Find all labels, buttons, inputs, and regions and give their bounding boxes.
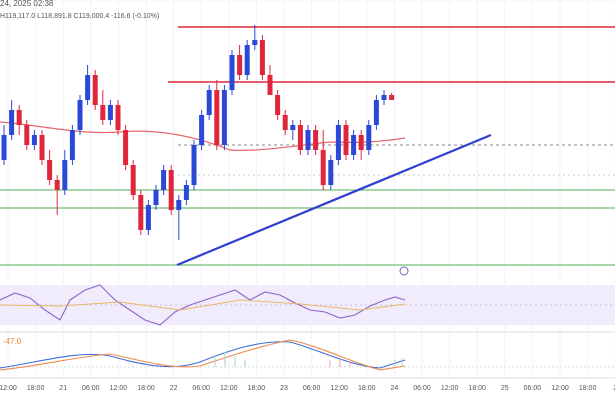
candle-body	[305, 130, 311, 150]
candle-body	[221, 90, 227, 145]
x-tick-label: 18:00	[579, 385, 597, 392]
x-tick-label: 22	[170, 385, 178, 392]
x-tick-label: 06:00	[192, 385, 210, 392]
candle-body	[183, 185, 189, 200]
candle-body	[267, 75, 273, 95]
candle-body	[130, 165, 136, 195]
x-axis: 12:00 18:00 21 06:00 12:00 18:00 22 06:00 12:00 1…	[0, 385, 615, 392]
macd-histogram	[214, 352, 403, 367]
candle-body	[9, 110, 15, 135]
candles	[1, 25, 395, 240]
candle-body	[31, 135, 37, 145]
candle-body	[145, 205, 151, 230]
x-tick-label: 12:00	[441, 385, 459, 392]
candle-body	[358, 135, 364, 150]
x-tick-label: 12:00	[330, 385, 348, 392]
x-tick-label: 12:00	[220, 385, 238, 392]
macd-signal	[0, 339, 406, 371]
x-tick-label: 12:00	[0, 385, 17, 392]
candle-body	[168, 170, 174, 210]
candle-body	[161, 170, 167, 190]
x-tick-label: 06:00	[413, 385, 431, 392]
x-tick-label: 18:00	[137, 385, 155, 392]
x-tick-label: 21	[59, 385, 67, 392]
candle-body	[123, 130, 129, 165]
header-ohlc: H119,117.0 L118,891.8 C119,000.4 -116.6 …	[0, 13, 159, 20]
candle-body	[320, 150, 326, 185]
candle-body	[16, 110, 22, 125]
candle-body	[153, 190, 159, 205]
candle-body	[39, 135, 45, 160]
candle-body	[313, 130, 319, 150]
candle-body	[115, 105, 121, 130]
event-icon	[399, 266, 409, 276]
candle-body	[85, 75, 91, 100]
candle-body	[275, 95, 281, 115]
macd-label: -47.0	[3, 337, 22, 346]
rsi-signal	[0, 299, 406, 311]
candle-body	[69, 130, 75, 160]
candle-body	[1, 135, 7, 160]
candle-body	[176, 200, 182, 210]
x-tick-label: 06:00	[303, 385, 321, 392]
x-tick-label: 18:00	[27, 385, 45, 392]
x-tick-label: 23	[280, 385, 288, 392]
candle-body	[328, 160, 334, 185]
header-time: 24, 2025 02:38	[0, 0, 54, 8]
candle-body	[206, 90, 212, 115]
x-tick-label: 06:00	[524, 385, 542, 392]
rsi-line	[0, 284, 406, 326]
candle-body	[107, 105, 113, 120]
x-tick-label: 12:00	[551, 385, 569, 392]
candle-body	[381, 95, 387, 100]
candle-body	[199, 115, 205, 145]
candle-body	[259, 40, 265, 75]
candle-body	[335, 125, 341, 160]
x-tick-label: 18:00	[468, 385, 486, 392]
candle-body	[62, 160, 68, 190]
candle-body	[290, 125, 296, 130]
x-tick-label: 06:00	[82, 385, 100, 392]
x-tick-label: 18:00	[358, 385, 376, 392]
candle-body	[389, 95, 395, 100]
candle-body	[351, 135, 357, 155]
candle-body	[100, 105, 106, 120]
candle-body	[373, 100, 379, 125]
x-tick-label: 12:00	[110, 385, 128, 392]
candle-body	[214, 90, 220, 145]
candle-body	[191, 145, 197, 185]
macd-line	[0, 341, 406, 369]
candle-body	[244, 45, 250, 75]
x-tick-label: 24	[391, 385, 399, 392]
candle-body	[297, 125, 303, 150]
x-tick-label: 18:00	[248, 385, 266, 392]
candle-body	[237, 55, 243, 75]
trend-line	[176, 133, 492, 267]
candle-body	[138, 195, 144, 230]
candle-body	[47, 160, 53, 180]
candle-body	[252, 40, 258, 45]
x-tick-label: 25	[501, 385, 509, 392]
candle-body	[343, 125, 349, 155]
candle-body	[229, 55, 235, 90]
candle-body	[282, 115, 288, 130]
candle-body	[92, 75, 98, 105]
candle-body	[77, 100, 83, 130]
x-tick-label: 2	[613, 385, 615, 392]
candle-body	[24, 125, 30, 145]
candle-body	[54, 180, 60, 190]
candle-body	[366, 125, 372, 150]
